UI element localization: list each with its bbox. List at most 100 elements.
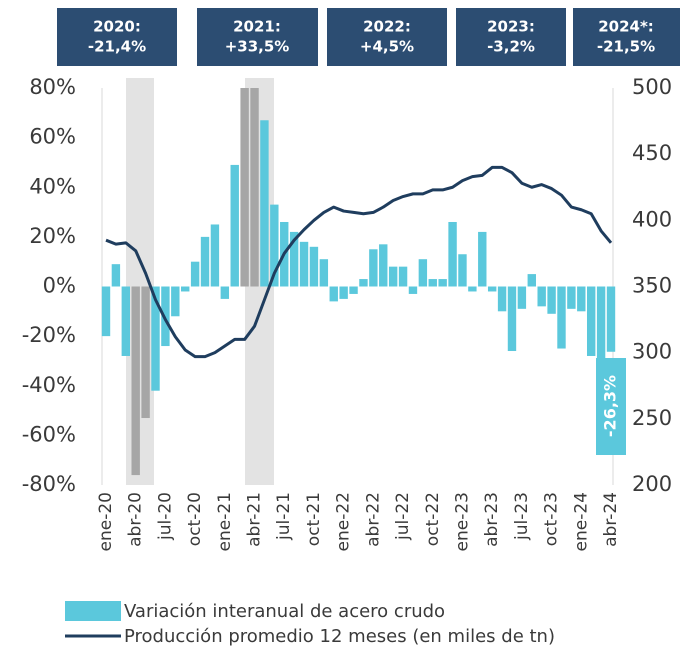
x-tick-label: ene-24: [571, 492, 591, 551]
bar: [478, 231, 487, 287]
x-tick-label: ene-22: [334, 492, 354, 551]
legend-label: Variación interanual de acero crudo: [124, 601, 445, 622]
y2-tick-label: 300: [632, 340, 672, 364]
x-tick-label: oct-23: [542, 492, 562, 546]
bar: [349, 286, 358, 294]
x-tick-label: abr-21: [245, 492, 265, 547]
bar: [111, 264, 121, 287]
bar: [448, 221, 457, 287]
x-tick-label: abr-20: [126, 492, 146, 547]
bar: [151, 286, 160, 391]
bar: [230, 164, 239, 287]
annotation-year: 2024*:: [598, 18, 654, 36]
bar: [517, 286, 527, 309]
y-tick-label: -40%: [22, 373, 76, 397]
bar: [567, 286, 576, 309]
x-tick-label: jul-21: [274, 492, 294, 541]
y2-tick-label: 500: [632, 75, 672, 99]
bar: [210, 224, 220, 287]
annotation-value: +4,5%: [360, 38, 414, 56]
y2-tick-label: 350: [632, 274, 672, 298]
bar: [606, 286, 616, 352]
bar: [428, 279, 437, 287]
x-tick-label: oct-20: [185, 492, 205, 546]
annotation-box: [327, 8, 447, 66]
bar: [507, 286, 517, 352]
x-tick-label: abr-24: [601, 492, 621, 547]
annotation-value: -21,5%: [597, 38, 655, 56]
x-tick-label: ene-21: [215, 492, 235, 551]
y2-tick-label: 400: [632, 207, 672, 231]
x-tick-label: oct-22: [423, 492, 443, 546]
bar: [418, 259, 428, 287]
highlight-band: [245, 78, 274, 485]
bar: [458, 254, 467, 287]
bar: [309, 246, 319, 287]
bar: [181, 286, 190, 292]
y-tick-label: 40%: [29, 174, 76, 198]
x-tick-label: oct-21: [304, 492, 324, 546]
annotation-year: 2022:: [363, 18, 411, 36]
bar: [270, 204, 279, 287]
bar: [586, 286, 596, 356]
bar: [260, 120, 269, 287]
bar: [547, 286, 556, 314]
y-tick-label: 0%: [43, 274, 76, 298]
bar: [339, 286, 348, 299]
bar: [141, 286, 150, 419]
annotation-boxes: 2020: -21,4% 2021: +33,5% 2022: +4,5% 20…: [57, 8, 680, 66]
bar: [250, 88, 259, 287]
bar: [388, 266, 398, 287]
bar: [379, 244, 388, 287]
plot-area: [101, 88, 616, 476]
x-tick-label: ene-23: [452, 492, 472, 551]
bar: [121, 286, 131, 356]
annotation-box: [57, 8, 177, 66]
y-tick-label: 20%: [29, 224, 76, 248]
bar: [398, 266, 408, 287]
line: [105, 165, 613, 359]
bar: [537, 286, 546, 307]
x-tick-label: abr-23: [482, 492, 502, 547]
bar: [299, 241, 309, 287]
y2-tick-label: 250: [632, 406, 672, 430]
bar: [577, 286, 586, 312]
annotation-year: 2020:: [93, 18, 141, 36]
bar: [220, 286, 230, 299]
x-tick-label: jul-22: [393, 492, 413, 541]
bar: [596, 286, 606, 361]
y-tick-label: 60%: [29, 125, 76, 149]
x-tick-label: jul-23: [512, 492, 532, 541]
annotation-value: +33,5%: [225, 38, 290, 56]
annotation-box: [456, 8, 566, 66]
bar: [557, 286, 566, 349]
value-label-box: [596, 358, 626, 455]
bar: [497, 286, 507, 312]
bar: [240, 88, 249, 287]
x-tick-label: abr-22: [363, 492, 383, 547]
bar: [438, 279, 447, 287]
y-tick-label: -20%: [22, 323, 76, 347]
legend-label: Producción promedio 12 meses (en miles d…: [124, 626, 555, 647]
annotation-value: -3,2%: [487, 38, 535, 56]
y2-tick-label: 200: [632, 472, 672, 496]
x-tick-label: jul-20: [155, 492, 175, 541]
bar: [487, 286, 497, 292]
bar: [329, 286, 338, 302]
bar: [359, 279, 368, 287]
annotation-box: [197, 8, 318, 66]
bar: [527, 274, 536, 287]
annotation-year: 2021:: [233, 18, 281, 36]
value-label: -26,3%: [601, 375, 620, 437]
x-tick-label: ene-20: [96, 492, 116, 551]
annotation-value: -21,4%: [88, 38, 146, 56]
bar: [131, 286, 140, 476]
bar: [289, 231, 299, 287]
bar: [408, 286, 418, 294]
annotation-box: [573, 8, 680, 66]
bar: [171, 286, 180, 317]
bar: [200, 236, 210, 287]
legend-swatch: [65, 601, 121, 621]
bar: [190, 261, 200, 287]
y2-tick-label: 450: [632, 141, 672, 165]
